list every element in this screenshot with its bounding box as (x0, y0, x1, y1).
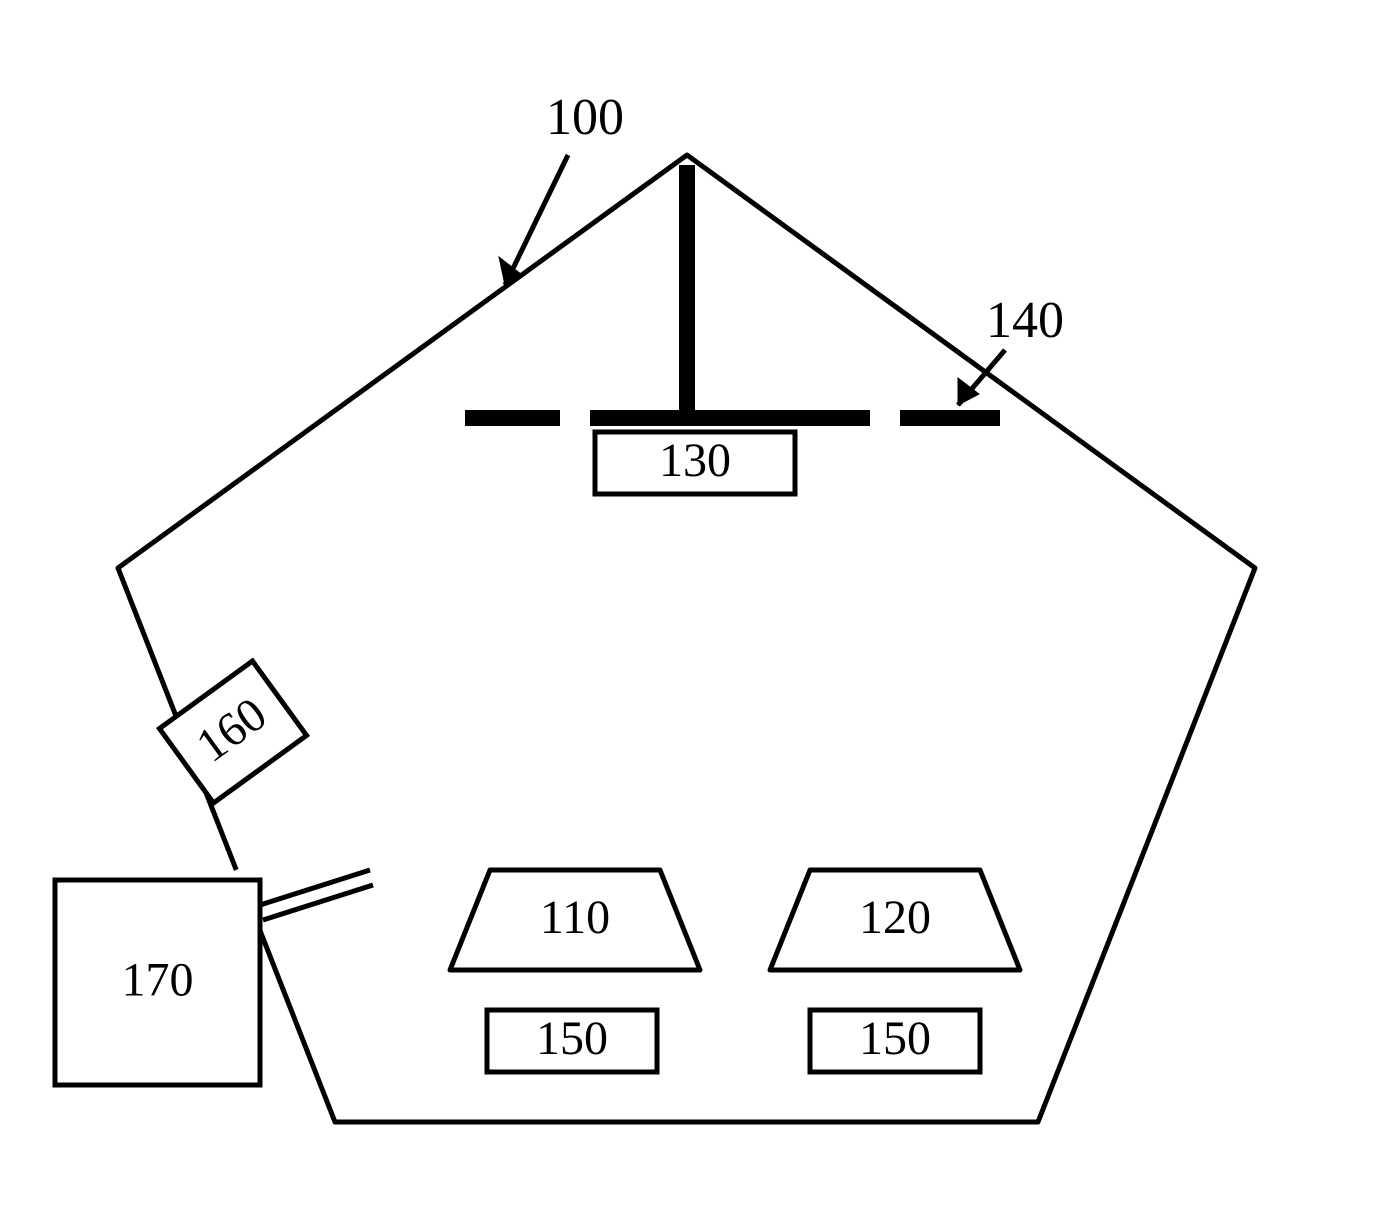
svg-text:130: 130 (659, 434, 731, 487)
svg-text:170: 170 (122, 954, 194, 1007)
svg-text:110: 110 (540, 891, 610, 944)
svg-text:120: 120 (859, 891, 931, 944)
component-160: 160 (159, 661, 306, 803)
svg-text:150: 150 (536, 1012, 608, 1065)
callout-140: 140 (986, 292, 1064, 349)
callout-100: 100 (546, 89, 624, 146)
svg-text:150: 150 (859, 1012, 931, 1065)
